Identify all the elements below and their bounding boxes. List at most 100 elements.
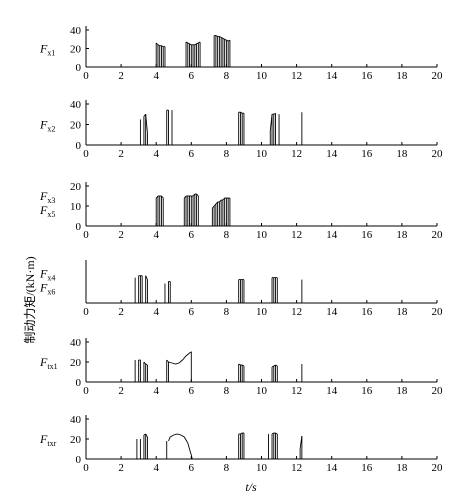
x-tick-label: 16: [361, 462, 373, 474]
y-tick-label: 0: [76, 62, 82, 74]
x-tick-label: 6: [189, 148, 195, 160]
data-segment: [189, 43, 192, 46]
data-segment: [157, 44, 160, 47]
x-tick-label: 6: [189, 306, 195, 318]
x-tick-label: 8: [224, 462, 230, 474]
data-segment: [198, 41, 201, 44]
x-tick-label: 12: [291, 385, 302, 397]
data-segment: [194, 43, 197, 46]
x-tick-label: 0: [83, 148, 89, 160]
data-segment: [192, 193, 196, 197]
x-tick-label: 4: [153, 306, 159, 318]
series-label: Fx6: [39, 281, 55, 297]
x-tick-label: 4: [153, 385, 159, 397]
y-tick-label: 20: [70, 120, 82, 132]
x-tick-label: 4: [153, 462, 159, 474]
series-label: Fx2: [39, 118, 55, 134]
data-segment: [215, 35, 218, 37]
series-label-main: F: [39, 118, 48, 132]
data-segment: [187, 42, 190, 45]
x-tick-label: 0: [83, 306, 89, 318]
data-segment: [224, 38, 227, 41]
series-label-sub: txr: [47, 439, 56, 448]
y-tick-label: 0: [76, 454, 82, 466]
data-segment: [275, 364, 278, 367]
data-segment: [222, 197, 225, 201]
x-tick-label: 4: [153, 229, 159, 241]
x-tick-label: 8: [224, 385, 230, 397]
x-tick-label: 10: [256, 306, 268, 318]
data-segment: [161, 45, 164, 48]
data-segment: [240, 432, 243, 435]
data-segment: [185, 41, 188, 44]
x-tick-label: 16: [361, 70, 373, 82]
x-tick-label: 20: [432, 462, 444, 474]
series-label: Fx3: [39, 189, 55, 205]
data-segment: [269, 114, 273, 131]
data-segment: [212, 205, 215, 209]
y-tick-label: 40: [70, 25, 82, 37]
x-tick-label: 0: [83, 462, 89, 474]
series-label-main: F: [39, 42, 48, 56]
x-tick-label: 2: [118, 385, 124, 397]
series-label-sub: tx1: [47, 362, 57, 371]
x-tick-label: 6: [189, 70, 195, 82]
data-segment: [222, 37, 225, 40]
x-tick-label: 18: [396, 148, 408, 160]
x-tick-label: 8: [224, 306, 230, 318]
series-label-sub: x5: [47, 210, 55, 219]
x-tick-label: 6: [189, 462, 195, 474]
data-segment: [155, 195, 159, 199]
x-tick-label: 0: [83, 385, 89, 397]
data-segment: [219, 199, 222, 203]
y-tick-label: 0: [76, 140, 82, 152]
series-label-sub: x3: [47, 196, 55, 205]
x-tick-label: 12: [291, 70, 302, 82]
x-tick-label: 20: [432, 306, 444, 318]
series-label: Fx1: [39, 42, 55, 58]
x-tick-label: 16: [361, 306, 373, 318]
series-label: Ftx1: [39, 355, 58, 371]
x-tick-label: 18: [396, 385, 408, 397]
x-tick-label: 16: [361, 229, 373, 241]
data-segment: [155, 42, 159, 46]
series-label-main: F: [39, 203, 48, 217]
series-label-sub: x6: [47, 288, 55, 297]
x-tick-label: 2: [118, 229, 124, 241]
data-segment: [226, 39, 229, 42]
series-label-sub: x2: [47, 125, 55, 134]
x-tick-label: 10: [256, 148, 268, 160]
x-tick-label: 14: [326, 306, 338, 318]
y-tick-label: 40: [70, 337, 82, 349]
data-segment: [238, 363, 241, 366]
y-tick-label: 40: [70, 99, 82, 111]
data-segment: [273, 364, 276, 367]
data-segment: [220, 37, 224, 39]
data-segment: [227, 39, 231, 42]
x-tick-label: 10: [256, 229, 268, 241]
data-segment: [240, 111, 243, 114]
x-tick-label: 8: [224, 70, 230, 82]
data-segment: [166, 359, 169, 363]
y-tick-label: 20: [70, 357, 82, 369]
series-label-main: F: [39, 281, 48, 295]
x-tick-label: 0: [83, 70, 89, 82]
series-label-main: F: [39, 355, 48, 369]
x-tick-label: 2: [118, 148, 124, 160]
series-label: Ftxr: [39, 432, 57, 448]
data-segment: [299, 435, 303, 450]
x-tick-label: 4: [153, 70, 159, 82]
panel-2: 0 2 4 6 8 10 12 14 16 18 20 0 20 40 Fx2: [39, 99, 443, 160]
x-tick-label: 18: [396, 462, 408, 474]
panel-5: 0 2 4 6 8 10 12 14 16 18 20 0 20 40 Ftx1: [39, 337, 443, 397]
x-tick-label: 20: [432, 385, 444, 397]
x-tick-label: 14: [326, 148, 338, 160]
x-tick-label: 18: [396, 229, 408, 241]
data-segment: [275, 432, 278, 435]
series-label: Fx4: [39, 267, 55, 283]
x-tick-label: 20: [432, 70, 444, 82]
y-tick-label: 0: [76, 377, 82, 389]
x-tick-label: 12: [291, 462, 302, 474]
